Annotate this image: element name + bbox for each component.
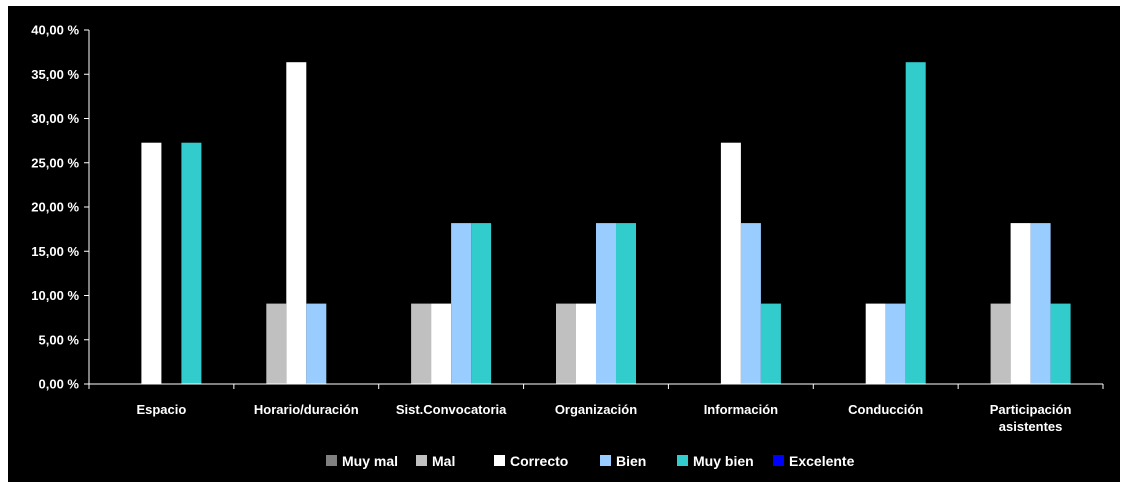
bar-muy-bien-3 [471,223,492,384]
x-category-label: Sist.Convocatoria [396,402,507,417]
bar-bien-3 [451,223,472,384]
legend-label: Mal [432,453,455,469]
legend-label: Muy mal [342,453,398,469]
y-tick-label: 5,00 % [39,332,80,347]
bar-correcto-4 [576,303,596,384]
x-category-label: Participación [990,402,1072,417]
legend-swatch-muy-mal [326,455,337,466]
bar-correcto-3 [431,303,452,384]
bar-correcto-2 [286,62,307,384]
bar-correcto-7 [1010,223,1031,384]
bar-bien-5 [740,223,761,384]
y-tick-label: 40,00 % [31,23,79,38]
bar-mal-4 [556,303,576,384]
legend-swatch-correcto [494,455,505,466]
x-category-label: Espacio [136,402,186,417]
y-tick-label: 0,00 % [39,377,80,392]
bar-chart: 0,00 % 5,00 % 10,00 % 15,00 % 20,00 % 25,00 %… [31,23,1104,469]
y-tick-label: 25,00 % [31,155,79,170]
bar-bien-6 [885,303,906,384]
x-category-label: asistentes [999,419,1063,434]
bar-bien-4 [596,223,616,384]
bar-muy-bien-6 [905,62,926,384]
legend-label: Excelente [789,453,855,469]
legend-swatch-excelente [773,455,784,466]
y-tick-label: 15,00 % [31,244,79,259]
y-tick-label: 30,00 % [31,111,79,126]
legend-swatch-bien [600,455,611,466]
legend-swatch-mal [416,455,427,466]
bar-muy-bien-1 [181,142,202,384]
x-category-label: Horario/duración [254,402,359,417]
bar-mal-2 [266,303,287,384]
y-tick-label: 20,00 % [31,200,79,215]
legend-label: Correcto [510,453,568,469]
y-tick-label: 10,00 % [31,288,79,303]
bar-muy-bien-7 [1050,303,1071,384]
bar-correcto-5 [720,142,741,384]
bar-correcto-1 [141,142,162,384]
x-category-label: Información [704,402,778,417]
legend-swatch-muy-bien [677,455,688,466]
legend-label: Bien [616,453,646,469]
bar-correcto-6 [865,303,886,384]
x-category-label: Organización [555,402,637,417]
bar-muy-bien-4 [616,223,636,384]
legend-label: Muy bien [693,453,754,469]
chart-frame: 0,00 % 5,00 % 10,00 % 15,00 % 20,00 % 25,00 %… [8,6,1120,482]
y-tick-label: 35,00 % [31,67,79,82]
bar-bien-2 [306,303,327,384]
x-category-label: Conducción [848,402,923,417]
bar-mal-3 [411,303,432,384]
bar-bien-7 [1030,223,1051,384]
bar-mal-7 [990,303,1011,384]
bar-muy-bien-5 [760,303,781,384]
